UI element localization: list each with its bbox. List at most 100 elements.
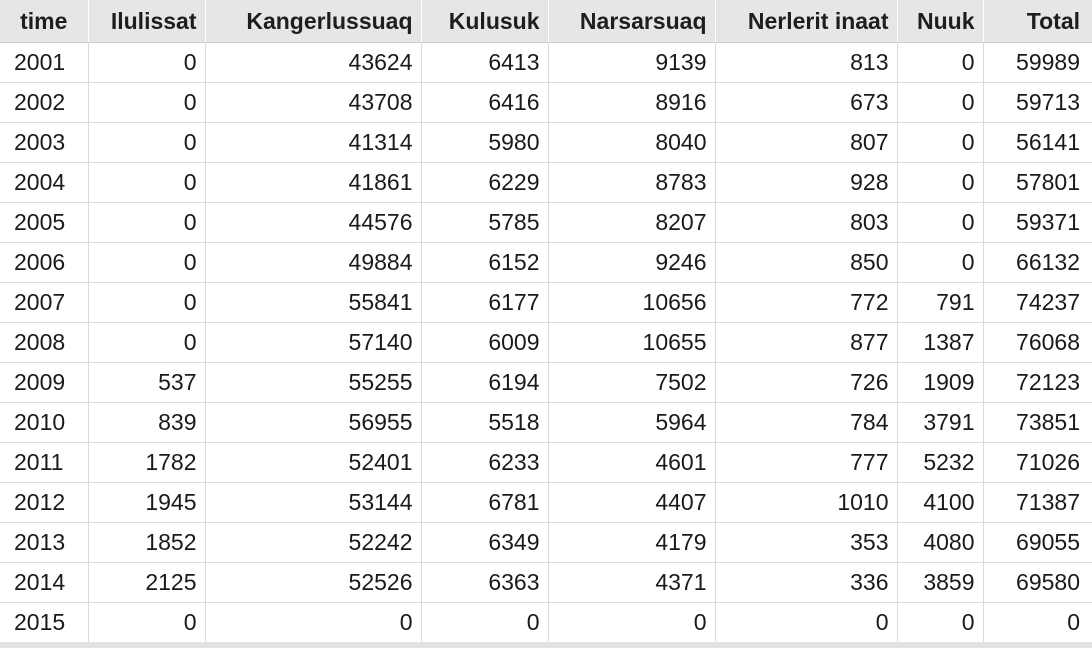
table-cell: 0 [421, 602, 549, 648]
table-cell: 0 [897, 202, 984, 243]
table-row: 2009 537 55255 6194 7502 726 1909 72123 [0, 362, 1092, 403]
row-year-cell: 2002 [0, 82, 89, 123]
table-cell: 6363 [421, 562, 549, 603]
column-header-narsarsuaq[interactable]: Narsarsuaq [548, 0, 716, 43]
table-row: 2008 0 57140 6009 10655 877 1387 76068 [0, 322, 1092, 363]
column-header-total[interactable]: Total [983, 0, 1092, 43]
table-cell: 7502 [548, 362, 716, 403]
table-cell: 0 [983, 602, 1092, 648]
table-cell: 839 [88, 402, 206, 443]
table-cell: 9246 [548, 242, 716, 283]
table-cell: 6009 [421, 322, 549, 363]
table-row: 2013 1852 52242 6349 4179 353 4080 69055 [0, 522, 1092, 563]
row-year-cell: 2010 [0, 402, 89, 443]
table-cell: 0 [88, 42, 206, 83]
table-cell: 52401 [205, 442, 422, 483]
table-cell: 41314 [205, 122, 422, 163]
table-cell: 6152 [421, 242, 549, 283]
table-cell: 6781 [421, 482, 549, 523]
table-cell: 59713 [983, 82, 1092, 123]
table-body: 2001 0 43624 6413 9139 813 0 59989 2002 0 43708 641… [0, 42, 1092, 648]
column-header-kulusuk[interactable]: Kulusuk [421, 0, 549, 43]
table-cell: 726 [715, 362, 898, 403]
table-cell: 791 [897, 282, 984, 323]
table-cell: 6233 [421, 442, 549, 483]
table-cell: 0 [897, 242, 984, 283]
table-cell: 74237 [983, 282, 1092, 323]
table-row: 2004 0 41861 6229 8783 928 0 57801 [0, 162, 1092, 203]
table-cell: 803 [715, 202, 898, 243]
table-cell: 4601 [548, 442, 716, 483]
table-cell: 57801 [983, 162, 1092, 203]
table-cell: 6349 [421, 522, 549, 563]
table-cell: 1782 [88, 442, 206, 483]
table-cell: 44576 [205, 202, 422, 243]
table-cell: 71387 [983, 482, 1092, 523]
table-cell: 0 [548, 602, 716, 648]
column-header-kangerlussuaq[interactable]: Kangerlussuaq [205, 0, 422, 43]
table-cell: 9139 [548, 42, 716, 83]
table-row: 2011 1782 52401 6233 4601 777 5232 71026 [0, 442, 1092, 483]
row-year-cell: 2001 [0, 42, 89, 83]
table-row: 2007 0 55841 6177 10656 772 791 74237 [0, 282, 1092, 323]
column-header-nuuk[interactable]: Nuuk [897, 0, 984, 43]
column-header-ilulissat[interactable]: Ilulissat [88, 0, 206, 43]
column-header-nerlerit-inaat[interactable]: Nerlerit inaat [715, 0, 898, 43]
table-row: 2012 1945 53144 6781 4407 1010 4100 71387 [0, 482, 1092, 523]
table-cell: 8040 [548, 122, 716, 163]
table-cell: 49884 [205, 242, 422, 283]
table-cell: 59989 [983, 42, 1092, 83]
table-cell: 66132 [983, 242, 1092, 283]
row-year-cell: 2015 [0, 602, 89, 648]
table-row: 2003 0 41314 5980 8040 807 0 56141 [0, 122, 1092, 163]
table-row: 2001 0 43624 6413 9139 813 0 59989 [0, 42, 1092, 83]
table-cell: 0 [88, 162, 206, 203]
table-cell: 0 [897, 602, 984, 648]
table-row: 2010 839 56955 5518 5964 784 3791 73851 [0, 402, 1092, 443]
table-cell: 8207 [548, 202, 716, 243]
table-cell: 4179 [548, 522, 716, 563]
table-cell: 59371 [983, 202, 1092, 243]
table-cell: 807 [715, 122, 898, 163]
table-cell: 52242 [205, 522, 422, 563]
table-cell: 72123 [983, 362, 1092, 403]
table-cell: 8916 [548, 82, 716, 123]
table-cell: 43624 [205, 42, 422, 83]
row-year-cell: 2011 [0, 442, 89, 483]
table-cell: 928 [715, 162, 898, 203]
table-cell: 0 [88, 202, 206, 243]
table-cell: 6413 [421, 42, 549, 83]
table-cell: 4407 [548, 482, 716, 523]
column-header-time[interactable]: time [0, 0, 89, 43]
table-cell: 3859 [897, 562, 984, 603]
table-row: 2006 0 49884 6152 9246 850 0 66132 [0, 242, 1092, 283]
table-cell: 55841 [205, 282, 422, 323]
table-header-row: time Ilulissat Kangerlussuaq Kulusuk Narsars… [0, 0, 1092, 43]
table-cell: 784 [715, 402, 898, 443]
table-cell: 0 [88, 82, 206, 123]
table-cell: 777 [715, 442, 898, 483]
table-cell: 537 [88, 362, 206, 403]
row-year-cell: 2012 [0, 482, 89, 523]
table-cell: 0 [897, 162, 984, 203]
table-cell: 53144 [205, 482, 422, 523]
table-cell: 0 [897, 122, 984, 163]
table-cell: 55255 [205, 362, 422, 403]
table-cell: 5964 [548, 402, 716, 443]
table-cell: 1909 [897, 362, 984, 403]
table-cell: 4080 [897, 522, 984, 563]
table-cell: 813 [715, 42, 898, 83]
table-cell: 69055 [983, 522, 1092, 563]
table-row: 2015 0 0 0 0 0 0 0 [0, 602, 1092, 648]
table-cell: 850 [715, 242, 898, 283]
table-cell: 6229 [421, 162, 549, 203]
table-cell: 0 [88, 282, 206, 323]
row-year-cell: 2004 [0, 162, 89, 203]
table-cell: 1010 [715, 482, 898, 523]
table-cell: 0 [88, 602, 206, 648]
table-row: 2014 2125 52526 6363 4371 336 3859 69580 [0, 562, 1092, 603]
table-cell: 10655 [548, 322, 716, 363]
table-cell: 76068 [983, 322, 1092, 363]
